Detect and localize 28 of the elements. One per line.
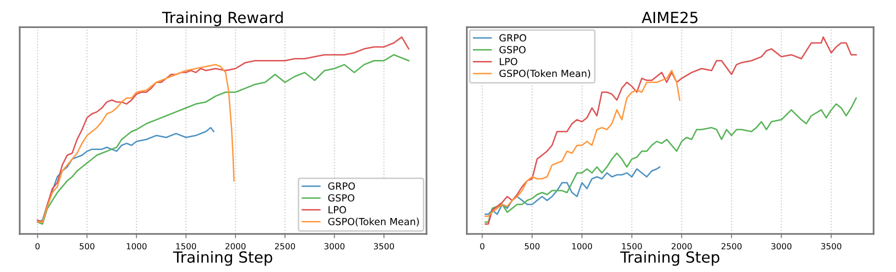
x-tick-label: 3500 — [374, 243, 394, 250]
legend-label: GSPO(Token Mean) — [499, 70, 590, 78]
legend-label: GSPO — [328, 194, 354, 202]
x-tick-label: 3000 — [324, 243, 344, 250]
x-tick-label: 1500 — [176, 243, 196, 250]
x-axis-title: Training Step — [620, 251, 720, 266]
x-axis-title: Training Step — [173, 251, 272, 266]
x-tick-label: 1000 — [572, 243, 592, 250]
x-tick-label: 2500 — [274, 243, 296, 250]
x-tick-label: 3500 — [821, 243, 842, 250]
x-tick-label: 3000 — [771, 243, 792, 250]
x-tick-label: 500 — [80, 243, 94, 250]
legend-label: GRPO — [328, 182, 355, 190]
x-tick-label: 2000 — [672, 243, 692, 250]
x-tick-label: 2500 — [722, 243, 742, 250]
chart-title: AIME25 — [642, 12, 698, 24]
chart-title: Training Reward — [162, 11, 283, 26]
legend-label: LPO — [500, 58, 518, 66]
x-tick-label: 1000 — [126, 243, 147, 250]
x-tick-label: 1500 — [622, 243, 642, 250]
x-tick-label: 500 — [524, 243, 540, 250]
legend-label: LPO — [328, 206, 346, 214]
x-tick-label: 0 — [480, 243, 484, 250]
x-tick-label: 0 — [35, 243, 40, 250]
legend-label: GRPO — [499, 34, 526, 42]
legend-label: GSPO — [499, 46, 526, 54]
legend-label: GSPO(Token Mean) — [328, 218, 419, 226]
x-tick-label: 2000 — [225, 243, 246, 250]
